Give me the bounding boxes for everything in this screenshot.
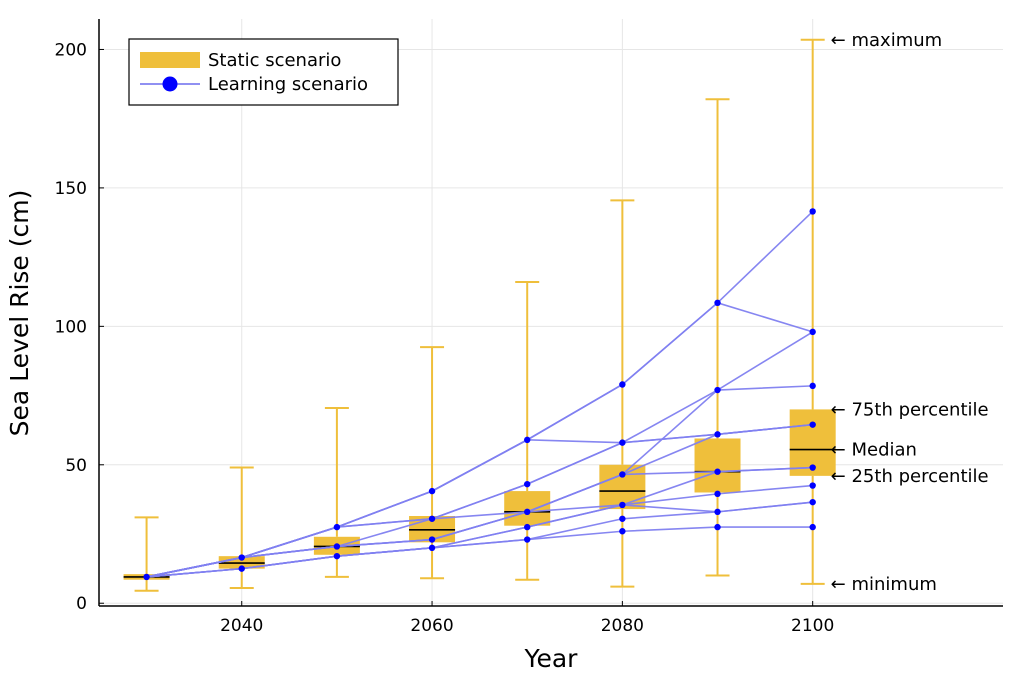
- learning-path-4: [146, 466, 813, 578]
- learning-path-8: [146, 385, 813, 578]
- static-box-2090: [694, 98, 741, 577]
- x-tick-label: 2100: [791, 616, 834, 636]
- learning-point: [428, 515, 436, 522]
- static-box-2100: [789, 38, 836, 585]
- learning-point: [809, 498, 816, 506]
- learning-point: [714, 386, 721, 394]
- learning-point: [428, 544, 436, 552]
- learning-point: [619, 515, 626, 522]
- static-boxes-layer: [123, 38, 836, 592]
- y-axis-title: Sea Level Rise (cm): [5, 190, 34, 437]
- learning-point: [524, 480, 531, 488]
- learning-point: [809, 421, 816, 428]
- learning-point: [333, 543, 341, 550]
- learning-point: [714, 508, 721, 516]
- x-axis-title: Year: [524, 644, 579, 673]
- annotations-layer: ← maximum ← 75th percentile ← Median ← 25th…: [831, 30, 989, 595]
- x-tick-label: 2040: [220, 616, 263, 636]
- legend-learning-marker: [162, 76, 178, 92]
- learning-point: [714, 299, 721, 307]
- learning-point: [143, 573, 150, 581]
- learning-point: [714, 468, 721, 475]
- legend-learning-label: Learning scenario: [208, 74, 368, 95]
- axes-layer: 2040 2060 2080 2100 0 50 100 150 200: [55, 19, 1003, 636]
- annotation: ← minimum: [831, 574, 937, 595]
- y-tick-label: 50: [65, 456, 87, 476]
- learning-point: [428, 487, 436, 495]
- annotation: ← maximum: [831, 30, 943, 51]
- learning-point: [619, 381, 626, 388]
- annotation: ← 25th percentile: [831, 466, 989, 487]
- x-tick-label: 2080: [601, 616, 644, 636]
- learning-point: [809, 482, 816, 489]
- learning-point: [428, 536, 436, 543]
- learning-path-13: [146, 210, 814, 578]
- grid-layer: [99, 19, 1003, 606]
- learning-point: [809, 523, 816, 531]
- learning-point: [809, 208, 816, 215]
- learning-point: [714, 523, 721, 531]
- learning-point: [619, 471, 626, 478]
- legend-box: [128, 38, 399, 106]
- learning-point: [619, 439, 626, 446]
- learning-point: [619, 501, 626, 509]
- learning-point: [524, 508, 531, 516]
- learning-point: [524, 523, 531, 531]
- legend-static-swatch: [140, 52, 200, 68]
- learning-point: [809, 382, 816, 390]
- legend: Static scenario Learning scenario: [128, 38, 399, 106]
- y-tick-label: 150: [55, 179, 87, 199]
- legend-static-label: Static scenario: [208, 50, 341, 71]
- static-box-2070: [504, 281, 551, 581]
- static-box-2050: [313, 407, 360, 578]
- annotation: ← Median: [831, 440, 917, 461]
- x-tick-label: 2060: [410, 616, 453, 636]
- learning-point: [238, 554, 245, 561]
- iqr-box: [694, 438, 741, 493]
- y-tick-label: 0: [76, 594, 87, 614]
- learning-point: [524, 536, 531, 543]
- learning-point: [809, 328, 816, 336]
- y-tick-label: 100: [55, 317, 87, 337]
- learning-point: [619, 528, 626, 535]
- learning-point: [333, 523, 341, 531]
- learning-point: [238, 565, 245, 572]
- learning-path-1: [146, 526, 813, 578]
- annotation: ← 75th percentile: [831, 399, 989, 420]
- learning-point: [333, 552, 341, 560]
- learning-point: [714, 431, 721, 438]
- iqr-box: [504, 491, 551, 526]
- learning-point: [524, 436, 531, 444]
- y-tick-label: 200: [55, 40, 87, 60]
- learning-point: [809, 464, 816, 471]
- learning-paths-layer: [143, 208, 816, 581]
- learning-point: [714, 490, 721, 498]
